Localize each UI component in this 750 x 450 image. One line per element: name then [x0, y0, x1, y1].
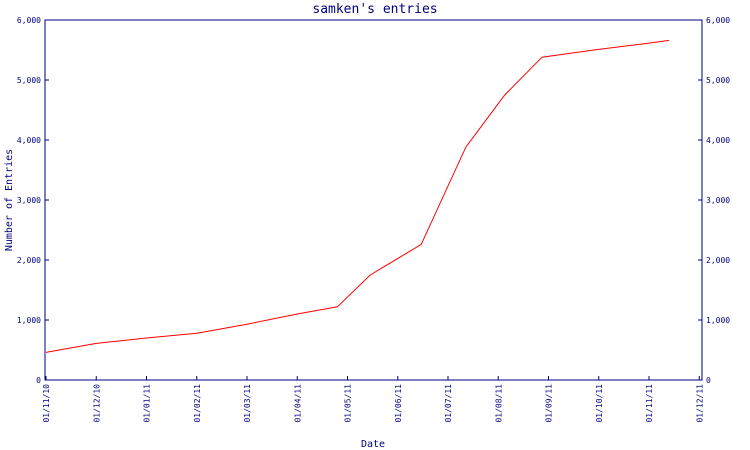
left-y-tick-label: 3,000	[17, 196, 41, 205]
x-tick-label: 01/11/10	[42, 384, 51, 423]
x-tick-label: 01/10/11	[595, 384, 604, 423]
right-y-tick-label: 2,000	[706, 256, 730, 265]
x-tick-label: 01/02/11	[193, 384, 202, 423]
x-tick-label: 01/03/11	[243, 384, 252, 423]
right-y-axis: 0 1,000 2,000 3,000 4,000 5,000 6,000	[698, 16, 730, 385]
right-y-tick-label: 4,000	[706, 136, 730, 145]
right-y-tick-label: 0	[706, 376, 711, 385]
x-tick-label: 01/07/11	[444, 384, 453, 423]
plot-area-frame	[44, 19, 703, 381]
x-tick-label: 01/06/11	[394, 384, 403, 423]
x-tick-label: 01/12/11	[695, 384, 704, 423]
x-tick-label: 01/01/11	[143, 384, 152, 423]
left-y-tick-label: 2,000	[17, 256, 41, 265]
right-y-tick-label: 1,000	[706, 316, 730, 325]
x-axis-label: Date	[361, 439, 385, 450]
x-tick-label: 01/12/10	[92, 384, 101, 423]
right-y-tick-label: 3,000	[706, 196, 730, 205]
left-y-tick-label: 4,000	[17, 136, 41, 145]
chart-title: samken's entries	[312, 2, 437, 17]
x-tick-label: 01/09/11	[545, 384, 554, 423]
y-axis-label: Number of Entries	[4, 149, 15, 251]
left-y-tick-label: 1,000	[17, 316, 41, 325]
left-y-axis: 0 1,000 2,000 3,000 4,000 5,000 6,000	[17, 16, 49, 385]
x-axis: 01/11/10 01/12/10 01/01/11 01/02/11 01/03/11…	[42, 376, 704, 423]
left-y-tick-label: 5,000	[17, 76, 41, 85]
left-y-tick-label: 6,000	[17, 16, 41, 25]
x-tick-label: 01/08/11	[494, 384, 503, 423]
x-tick-label: 01/11/11	[645, 384, 654, 423]
x-tick-label: 01/05/11	[344, 384, 353, 423]
x-tick-label: 01/04/11	[293, 384, 302, 423]
right-y-tick-label: 6,000	[706, 16, 730, 25]
left-y-tick-label: 0	[36, 376, 41, 385]
series-line-entries	[45, 39, 670, 353]
right-y-tick-label: 5,000	[706, 76, 730, 85]
